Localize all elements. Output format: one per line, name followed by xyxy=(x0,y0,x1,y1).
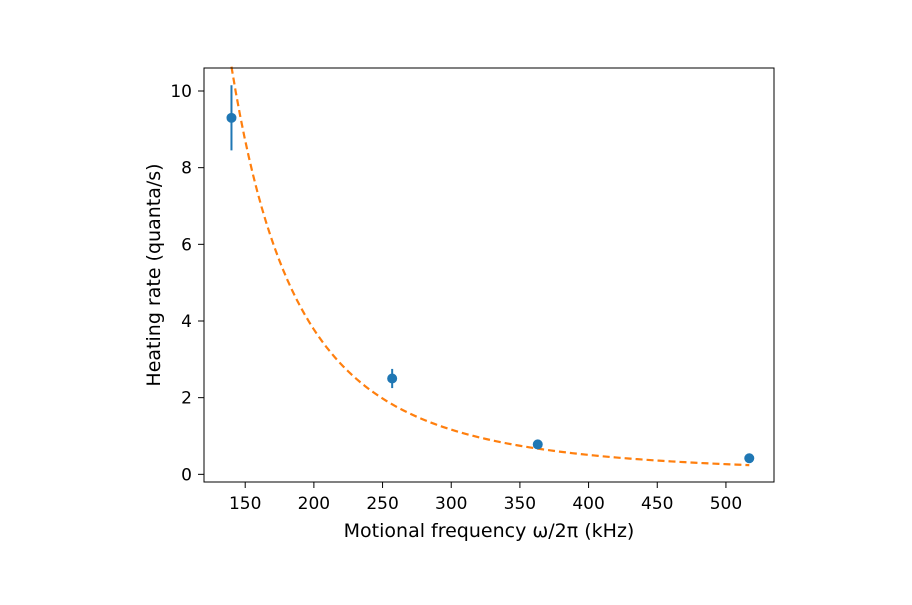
plot-frame xyxy=(203,67,775,483)
x-tick-label: 500 xyxy=(710,494,742,514)
fit-layer xyxy=(230,66,750,467)
x-axis-label: Motional frequency ω/2π (kHz) xyxy=(344,520,635,542)
y-tick-label: 0 xyxy=(181,465,192,485)
x-tick-label: 200 xyxy=(298,494,330,514)
errorbar-layer xyxy=(230,85,751,460)
data-point xyxy=(532,439,543,450)
y-tick-label: 6 xyxy=(181,235,192,255)
y-tick-label: 8 xyxy=(181,159,192,179)
x-tick-label: 450 xyxy=(641,494,673,514)
y-tick-label: 4 xyxy=(181,312,192,332)
data-point xyxy=(226,112,237,123)
x-axis-ticks: 150 200 250 300 350 400 450 500 xyxy=(229,482,742,514)
data-point xyxy=(387,373,398,384)
fit-curve xyxy=(230,66,750,467)
point-layer xyxy=(226,112,755,464)
y-tick-label: 10 xyxy=(170,82,192,102)
x-tick-label: 400 xyxy=(572,494,604,514)
y-axis-ticks: 0 2 4 6 8 10 xyxy=(170,82,204,485)
x-tick-label: 350 xyxy=(504,494,536,514)
x-tick-label: 150 xyxy=(229,494,261,514)
y-tick-label: 2 xyxy=(181,389,192,409)
y-axis-label: Heating rate (quanta/s) xyxy=(143,163,165,386)
data-point xyxy=(744,453,755,464)
x-tick-label: 250 xyxy=(366,494,398,514)
x-tick-label: 300 xyxy=(435,494,467,514)
